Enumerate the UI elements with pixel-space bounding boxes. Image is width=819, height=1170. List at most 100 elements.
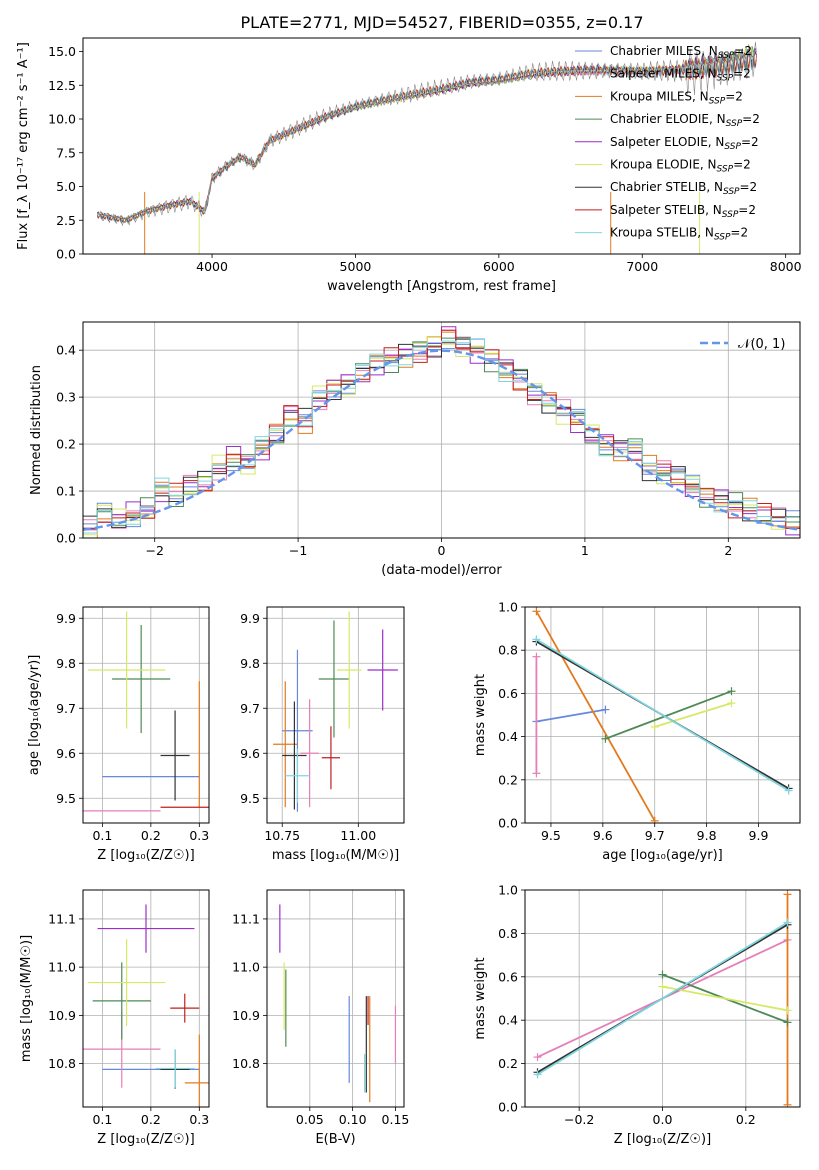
grid-layer — [83, 890, 209, 1107]
x-axis-label: (data-model)/error — [381, 563, 502, 578]
plot-area — [279, 904, 397, 1103]
y-axis-label: mass weight — [473, 674, 488, 756]
plot-area — [532, 607, 793, 823]
axes-layer: 0.05 0.10 0.15 10.8 10.9 11.0 11.1 E(B-V) — [232, 889, 409, 1147]
y-tick-label: 0.4 — [56, 343, 76, 358]
axes-frame — [524, 606, 801, 824]
y-tick-label: 0.4 — [498, 1013, 518, 1028]
errorbar-kroupa-elodie — [337, 611, 362, 729]
x-tick-label: 9.8 — [697, 828, 717, 843]
histogram-kroupa-stelib — [83, 338, 800, 538]
weight-marker-chabrier-elodie — [658, 970, 667, 979]
x-axis-label: wavelength [Angstrom, rest frame] — [327, 279, 556, 294]
y-tick-label: 9.8 — [56, 656, 76, 671]
x-tick-label: −2 — [145, 543, 163, 558]
spectrum-panel: 4000 5000 6000 7000 8000 0.0 2.5 5.0 7.5 10.0 12.5… — [16, 37, 802, 294]
y-tick-label: 10.8 — [48, 1056, 76, 1071]
errorbar-salpeter-stelib — [170, 993, 200, 1023]
y-tick-label: 11.0 — [232, 960, 260, 975]
legend-label-salpeter-stelib: Salpeter STELIB, NSSP=2 — [610, 203, 756, 220]
x-axis-label: age [log₁₀(age/yr)] — [602, 848, 723, 863]
age-vs-metallicity-panel: 0.1 0.2 0.3 9.5 9.6 9.7 9.8 9.9 Z [log₁₀(Z/Z☉)] a… — [27, 606, 210, 863]
y-tick-label: 0.0 — [498, 1100, 518, 1115]
x-axis-label: Z [log₁₀(Z/Z☉)] — [97, 848, 194, 863]
weight-marker-chabrier-elodie — [783, 1018, 792, 1027]
axes-layer: 10.75 11.00 9.5 9.6 9.7 9.8 9.9 mass [log₁₀(M/M… — [240, 606, 405, 863]
x-axis-label: Z [log₁₀(Z/Z☉)] — [614, 1132, 711, 1147]
y-tick-label: 10.0 — [48, 112, 76, 127]
plot-area — [83, 904, 209, 1107]
grid-layer — [525, 889, 800, 1108]
y-tick-label: 0.6 — [498, 969, 518, 984]
x-tick-label: 11.00 — [340, 828, 376, 843]
errorbar-chabrier-stelib — [160, 710, 190, 801]
x-tick-label: 0.1 — [92, 1112, 112, 1127]
y-tick-label: 9.9 — [56, 611, 76, 626]
x-tick-label: 0.3 — [189, 1112, 209, 1127]
axes-frame — [266, 889, 405, 1108]
errorbar-salpeter-stelib — [321, 726, 341, 790]
y-tick-label: 10.9 — [48, 1008, 76, 1023]
legend-label-kroupa-elodie: Kroupa ELODIE, NSSP=2 — [610, 158, 751, 175]
weight-line-kroupa-elodie — [662, 985, 788, 1012]
weight-line-chabrier-elodie — [605, 690, 732, 740]
legend-label-gaussian: 𝒩(0, 1) — [738, 337, 785, 352]
y-tick-label: 9.6 — [240, 746, 260, 761]
y-tick-label: 0.0 — [56, 531, 76, 546]
y-tick-label: 2.5 — [56, 213, 76, 228]
y-tick-label: 0.8 — [498, 643, 518, 658]
y-tick-label: 11.1 — [232, 911, 260, 926]
x-tick-label: 0.2 — [736, 1112, 756, 1127]
legend-label-salpeter-elodie: Salpeter ELODIE, NSSP=2 — [610, 135, 759, 152]
y-tick-label: 0.8 — [498, 926, 518, 941]
weight-marker-kroupa-elodie — [650, 722, 659, 731]
mass-vs-extinction-panel: 0.05 0.10 0.15 10.8 10.9 11.0 11.1 E(B-V) — [232, 889, 409, 1147]
weight-marker-kroupa-stelib — [533, 1070, 542, 1079]
errorbar-kroupa-stelib — [285, 748, 310, 803]
weight-marker-kroupa-stelib — [783, 918, 792, 927]
axes-frame — [82, 889, 210, 1108]
legend-label-chabrier-miles: Chabrier MILES, NSSP=2 — [610, 44, 752, 61]
x-tick-label: 4000 — [196, 259, 228, 274]
y-axis-label: age [log₁₀(age/yr)] — [27, 655, 42, 776]
y-tick-label: 0.3 — [56, 390, 76, 405]
x-tick-label: −0.2 — [564, 1112, 594, 1127]
y-axis-label: mass [log₁₀(M/M☉)] — [19, 935, 34, 1062]
weight-marker-kroupa-miles — [532, 607, 541, 616]
grid-layer — [83, 607, 209, 823]
legend-label-salpeter-miles: Salpeter MILES, NSSP=2 — [610, 67, 751, 84]
y-tick-label: 9.6 — [56, 746, 76, 761]
x-axis-label: E(B-V) — [315, 1132, 355, 1147]
y-tick-label: 10.8 — [232, 1056, 260, 1071]
y-tick-label: 0.4 — [498, 729, 518, 744]
errorbar-salpeter-elodie — [367, 629, 398, 711]
weight-marker-salpeter-miles — [532, 652, 541, 661]
y-tick-label: 0.0 — [56, 247, 76, 262]
legend-label-chabrier-elodie: Chabrier ELODIE, NSSP=2 — [610, 112, 760, 129]
y-tick-label: 9.8 — [240, 656, 260, 671]
y-tick-label: 0.1 — [56, 484, 76, 499]
weight-marker-kroupa-elodie — [783, 1006, 792, 1015]
x-tick-label: 8000 — [770, 259, 802, 274]
axes-layer: 4000 5000 6000 7000 8000 0.0 2.5 5.0 7.5 10.0 12.5… — [16, 37, 802, 294]
weight-marker-kroupa-elodie — [727, 699, 736, 708]
y-tick-label: 9.5 — [240, 791, 260, 806]
y-tick-label: 9.7 — [240, 701, 260, 716]
x-axis-label: mass [log₁₀(M/M☉)] — [272, 848, 399, 863]
y-tick-label: 11.1 — [48, 911, 76, 926]
x-tick-label: 9.5 — [541, 828, 561, 843]
model-line-salpeter-stelib — [96, 51, 757, 223]
plot-area — [96, 41, 757, 254]
histogram-chabrier-stelib — [83, 338, 800, 538]
errorbar-kroupa-elodie — [87, 939, 166, 1026]
legend-label-kroupa-stelib: Kroupa STELIB, NSSP=2 — [610, 226, 748, 243]
axes-frame — [266, 606, 405, 824]
axes-frame — [82, 37, 801, 255]
y-tick-label: 11.0 — [48, 960, 76, 975]
plot-area — [533, 890, 792, 1107]
weight-marker-chabrier-elodie — [727, 687, 736, 696]
x-tick-label: 0.0 — [653, 1112, 673, 1127]
observed-flux-line — [97, 41, 757, 227]
errorbar-chabrier-elodie — [92, 962, 151, 1040]
